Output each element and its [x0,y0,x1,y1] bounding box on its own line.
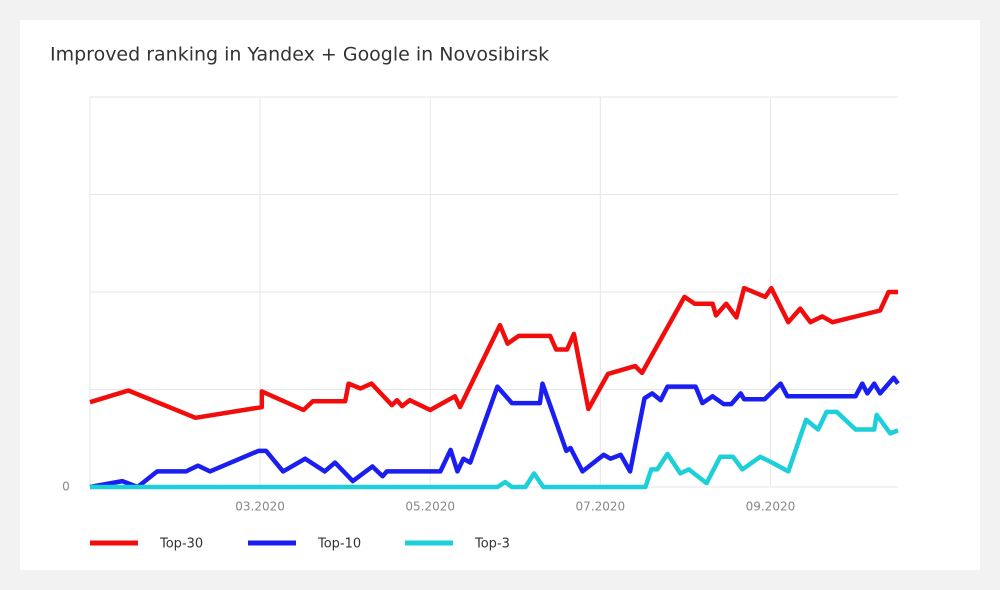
x-tick-label: 07.2020 [576,500,626,514]
line [89,285,898,421]
x-tick-label: 03.2020 [235,500,285,514]
y-tick-label: 0 [62,480,70,494]
chart-title: Improved ranking in Yandex + Google in N… [50,44,549,66]
legend-label: Top-10 [317,537,361,552]
legend-label: Top-3 [474,537,510,552]
line [90,409,899,490]
card [20,20,980,570]
x-tick-label: 05.2020 [405,500,455,514]
line [89,375,900,490]
legend-label: Top-30 [159,537,203,552]
x-tick-label: 09.2020 [746,500,796,514]
